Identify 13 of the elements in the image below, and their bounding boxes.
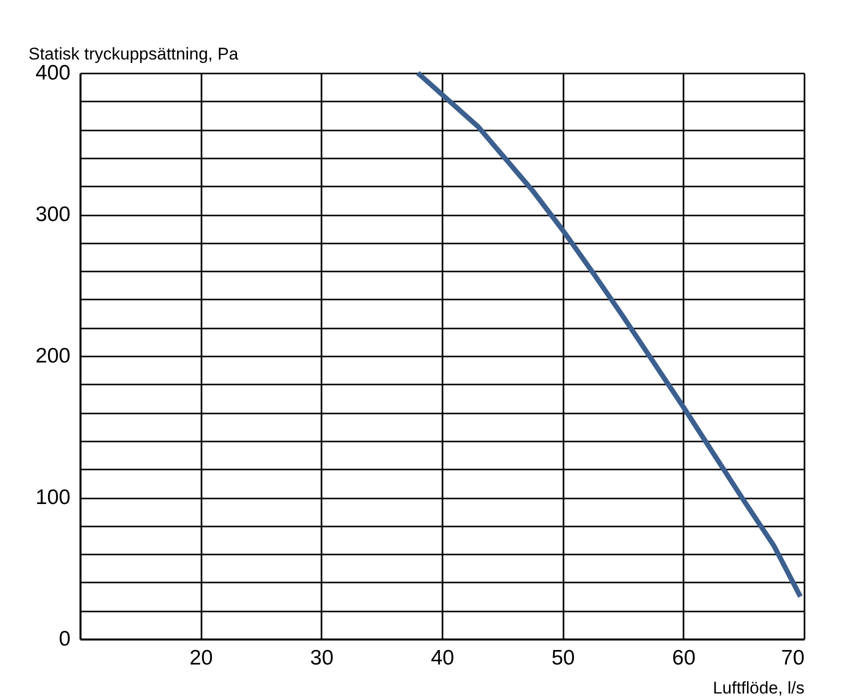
x-tick-label: 60 bbox=[672, 646, 696, 670]
x-tick-label: 70 bbox=[781, 646, 804, 670]
x-tick-label: 20 bbox=[189, 646, 213, 670]
y-tick-label: 200 bbox=[35, 344, 70, 368]
x-tick-label: 50 bbox=[551, 646, 575, 670]
y-tick-label: 300 bbox=[35, 203, 70, 226]
y-axis-title: Statisk tryckuppsättning, Pa bbox=[28, 44, 239, 64]
x-axis-title: Luftflöde, l/s bbox=[712, 678, 804, 698]
x-tick-label: 30 bbox=[310, 646, 334, 670]
x-tick-label: 40 bbox=[430, 646, 454, 670]
y-tick-label: 0 bbox=[58, 628, 70, 650]
y-tick-label: 400 bbox=[35, 62, 70, 84]
y-tick-label: 100 bbox=[35, 486, 70, 509]
